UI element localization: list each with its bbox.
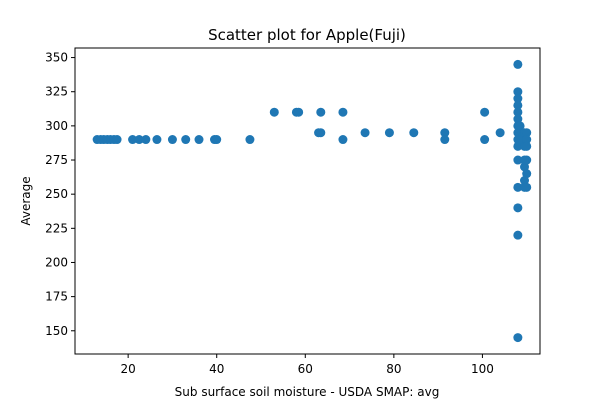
data-point-61 (522, 141, 532, 151)
points-layer (92, 59, 532, 343)
data-point-31 (480, 135, 490, 145)
data-point-33 (513, 59, 523, 69)
data-point-35 (513, 94, 523, 104)
y-tick-label-275: 275 (45, 153, 68, 167)
y-tick-label-250: 250 (45, 187, 68, 201)
x-axis-label: Sub surface soil moisture - USDA SMAP: a… (175, 385, 440, 399)
data-point-56 (520, 162, 529, 172)
data-point-24 (338, 135, 348, 145)
y-tick-label-325: 325 (45, 85, 68, 99)
y-tick-label-350: 350 (45, 51, 68, 65)
x-tick-label-80: 80 (386, 362, 401, 376)
y-tick-label-300: 300 (45, 119, 68, 133)
data-point-45 (513, 203, 523, 213)
data-point-25 (360, 128, 370, 138)
x-axis: 20 40 60 80 100 (121, 354, 494, 376)
data-point-57 (522, 169, 532, 179)
x-tick-label-60: 60 (298, 362, 313, 376)
data-point-21 (316, 128, 326, 138)
y-tick-label-225: 225 (45, 221, 68, 235)
x-tick-label-100: 100 (471, 362, 494, 376)
data-point-44 (513, 182, 523, 192)
data-point-27 (409, 128, 419, 138)
data-point-8 (134, 135, 144, 145)
data-point-52 (522, 128, 532, 138)
data-point-16 (245, 135, 255, 145)
data-point-43 (513, 155, 523, 165)
data-point-60 (520, 182, 529, 192)
data-point-58 (520, 176, 529, 186)
data-point-53 (522, 135, 532, 145)
y-axis: 150 175 200 225 250 275 300 325 350 (45, 51, 75, 338)
data-point-38 (513, 114, 523, 124)
data-point-17 (269, 107, 279, 117)
data-point-13 (194, 135, 204, 145)
data-point-19 (294, 107, 304, 117)
data-point-6 (112, 135, 122, 145)
y-tick-label-175: 175 (45, 290, 68, 304)
data-point-11 (167, 135, 177, 145)
data-point-9 (141, 135, 151, 145)
y-axis-label: Average (19, 176, 33, 225)
data-point-10 (152, 135, 162, 145)
data-point-34 (513, 87, 523, 97)
data-point-46 (513, 230, 523, 240)
data-point-12 (181, 135, 191, 145)
data-point-36 (513, 100, 523, 110)
x-tick-label-40: 40 (209, 362, 224, 376)
data-point-30 (480, 107, 490, 117)
data-point-28 (440, 128, 450, 138)
data-point-7 (128, 135, 138, 145)
x-tick-label-20: 20 (121, 362, 136, 376)
y-tick-label-200: 200 (45, 255, 68, 269)
chart-title: Scatter plot for Apple(Fuji) (208, 26, 406, 44)
data-point-48 (515, 121, 525, 131)
data-point-62 (520, 155, 529, 165)
plot-area-frame (74, 47, 541, 355)
data-point-26 (384, 128, 394, 138)
data-point-47 (513, 333, 523, 343)
data-point-37 (513, 107, 523, 117)
data-point-29 (440, 135, 450, 145)
data-point-42 (513, 141, 523, 151)
data-point-22 (316, 107, 326, 117)
y-tick-label-150: 150 (45, 324, 68, 338)
data-point-15 (212, 135, 222, 145)
data-point-32 (495, 128, 505, 138)
data-point-23 (338, 107, 348, 117)
